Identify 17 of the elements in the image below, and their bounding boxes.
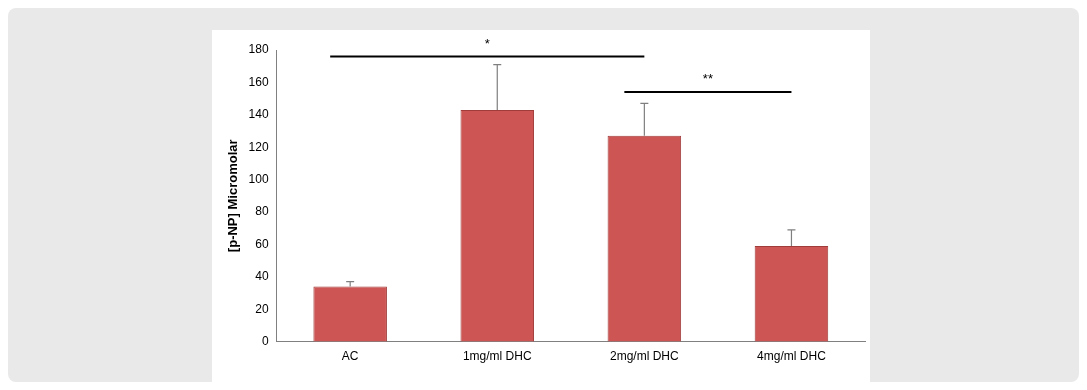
y-tick-label: 20 (255, 301, 269, 316)
x-tick-label: 2mg/ml DHC (610, 349, 680, 364)
y-tick-label: 0 (261, 333, 269, 348)
x-tick-label: AC (341, 349, 359, 364)
y-tick-label: 140 (248, 107, 269, 122)
y-tick-label: 40 (255, 269, 269, 284)
y-tick-label: 120 (248, 139, 269, 154)
annotation: * (484, 35, 490, 51)
annotation: ** (702, 71, 713, 87)
y-tick-label: 180 (248, 42, 269, 57)
y-tick-label: 100 (248, 171, 269, 186)
x-tick-label: 1mg/ml DHC (462, 349, 532, 364)
y-tick-label: 60 (255, 236, 269, 251)
y-tick-label: 160 (248, 74, 269, 89)
y-axis-title: [p-NP] Micromolar (225, 139, 241, 253)
x-tick-label: 4mg/ml DHC (757, 349, 827, 364)
y-tick-label: 80 (255, 204, 269, 219)
